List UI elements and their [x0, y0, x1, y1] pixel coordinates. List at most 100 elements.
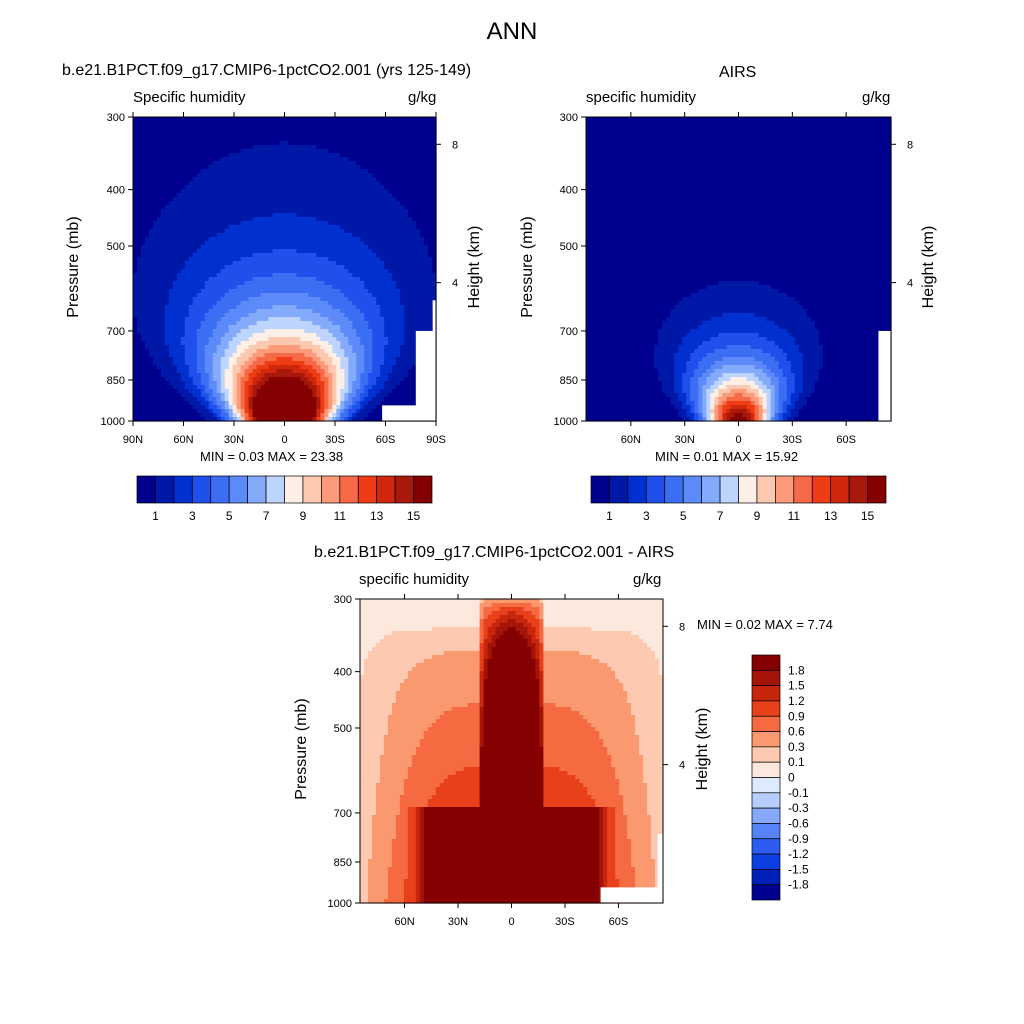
contour-cell — [340, 361, 345, 366]
contour-cell — [300, 265, 306, 270]
contour-cell — [272, 137, 278, 142]
contour-cell — [140, 185, 146, 190]
contour-cell — [208, 249, 214, 254]
contour-cell — [156, 257, 162, 262]
contour-cell — [236, 117, 242, 122]
contour-cell — [408, 353, 413, 358]
contour-cell — [296, 125, 302, 130]
contour-cell — [312, 313, 317, 318]
contour-cell — [388, 261, 393, 266]
contour-cell — [160, 181, 166, 186]
contour-cell — [188, 197, 194, 202]
contour-cell — [292, 193, 298, 198]
contour-cell — [388, 181, 393, 186]
contour-cell — [232, 137, 238, 142]
contour-cell — [176, 217, 182, 222]
contour-cell — [292, 253, 298, 258]
contour-cell — [336, 117, 341, 122]
contour-cell — [204, 333, 210, 338]
contour-cell — [172, 137, 178, 142]
contour-cell — [404, 197, 409, 202]
contour-cell — [276, 161, 282, 166]
contour-cell — [204, 281, 210, 286]
contour-cell — [344, 129, 349, 134]
contour-cell — [244, 269, 250, 274]
contour-cell — [200, 269, 206, 274]
contour-cell — [412, 153, 417, 158]
contour-cell — [368, 357, 373, 362]
contour-cell — [352, 185, 357, 190]
contour-cell — [392, 193, 397, 198]
contour-cell — [224, 165, 230, 170]
contour-cell — [176, 185, 182, 190]
contour-cell — [372, 353, 377, 358]
contour-cell — [204, 189, 210, 194]
contour-cell — [136, 309, 142, 314]
contour-cell — [296, 117, 302, 122]
contour-cell — [288, 201, 294, 206]
contour-cell — [316, 205, 321, 210]
contour-cell — [412, 313, 417, 318]
contour-cell — [312, 289, 317, 294]
contour-cell — [292, 321, 298, 326]
contour-cell — [328, 249, 333, 254]
contour-cell — [268, 365, 274, 370]
contour-cell — [140, 313, 146, 318]
contour-cell — [216, 117, 222, 122]
contour-cell — [292, 217, 298, 222]
contour-cell — [136, 329, 142, 334]
contour-cell — [252, 237, 258, 242]
contour-cell — [200, 201, 206, 206]
contour-cell — [356, 269, 361, 274]
contour-cell — [256, 285, 262, 290]
contour-cell — [304, 365, 310, 370]
contour-cell — [152, 329, 158, 334]
contour-cell — [376, 233, 381, 238]
contour-cell — [372, 293, 377, 298]
contour-cell — [148, 321, 154, 326]
contour-cell — [208, 165, 214, 170]
contour-cell — [184, 233, 190, 238]
contour-cell — [232, 265, 238, 270]
contour-cell — [164, 225, 170, 230]
contour-cell — [220, 157, 226, 162]
contour-cell — [160, 237, 166, 242]
contour-cell — [368, 293, 373, 298]
contour-cell — [188, 293, 194, 298]
contour-cell — [416, 201, 421, 206]
contour-cell — [252, 245, 258, 250]
contour-cell — [384, 157, 389, 162]
contour-cell — [160, 333, 166, 338]
contour-cell — [328, 233, 333, 238]
contour-cell — [308, 205, 314, 210]
contour-cell — [396, 249, 401, 254]
contour-cell — [332, 361, 337, 366]
contour-cell — [380, 193, 385, 198]
contour-cell — [336, 317, 341, 322]
contour-cell — [352, 329, 357, 334]
contour-cell — [304, 261, 310, 266]
contour-cell — [420, 141, 425, 146]
contour-cell — [272, 181, 278, 186]
contour-cell — [276, 337, 282, 342]
contour-cell — [300, 169, 306, 174]
contour-cell — [428, 201, 433, 206]
contour-cell — [196, 373, 202, 378]
contour-cell — [340, 237, 345, 242]
contour-cell — [400, 173, 405, 178]
contour-cell — [284, 213, 290, 218]
contour-cell — [176, 285, 182, 290]
contour-cell — [304, 373, 310, 378]
contour-cell — [268, 309, 274, 314]
contour-cell — [324, 145, 329, 150]
contour-cell — [296, 229, 302, 234]
contour-cell — [344, 157, 349, 162]
contour-cell — [304, 149, 310, 154]
contour-cell — [352, 173, 357, 178]
contour-cell — [168, 349, 174, 354]
contour-cell — [192, 253, 198, 258]
contour-cell — [148, 129, 154, 134]
contour-cell — [336, 221, 341, 226]
contour-cell — [296, 317, 302, 322]
contour-cell — [168, 365, 174, 370]
